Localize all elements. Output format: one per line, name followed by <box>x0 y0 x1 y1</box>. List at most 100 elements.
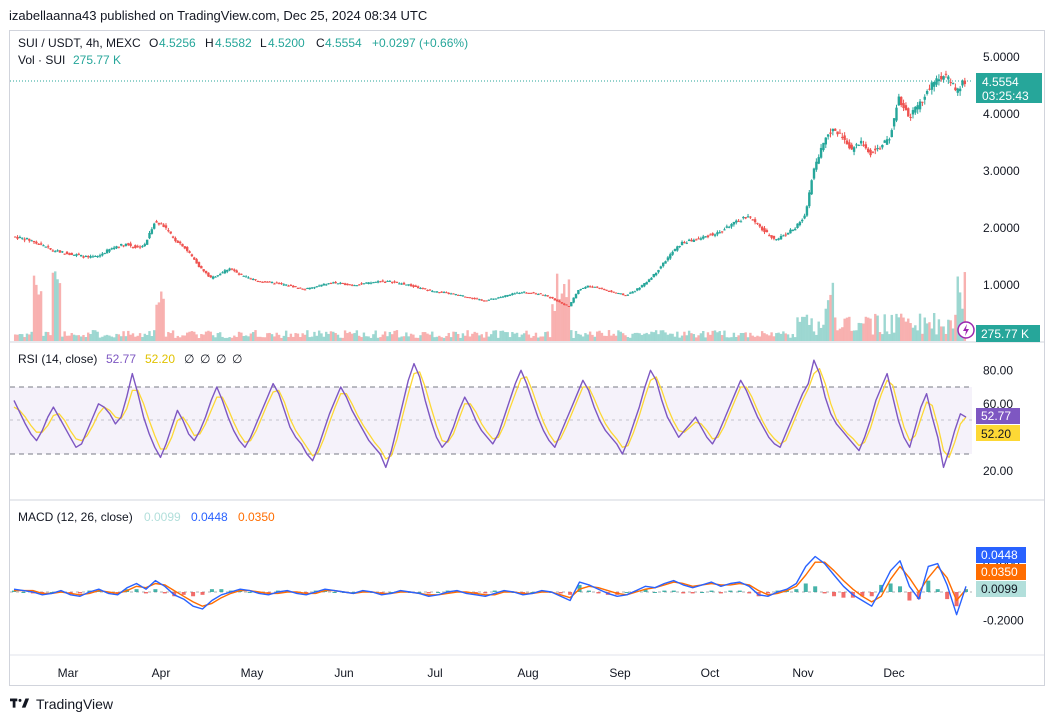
candle-body <box>735 220 738 223</box>
candle-body <box>13 236 17 238</box>
volume-bar <box>768 335 771 341</box>
candle-body <box>18 236 22 239</box>
candle-body <box>209 275 212 278</box>
macd-label[interactable]: MACD (12, 26, close) <box>18 510 133 524</box>
candle-body <box>108 249 111 252</box>
candle-body <box>826 134 830 137</box>
rsi-label[interactable]: RSI (14, close) <box>18 352 97 366</box>
candle-body <box>546 295 549 297</box>
candle-body <box>904 105 908 111</box>
volume-bar <box>718 331 721 341</box>
symbol-label[interactable]: SUI / USDT, 4h, MEXC <box>18 36 141 50</box>
volume-bar <box>171 330 175 341</box>
volume-bar <box>358 335 361 341</box>
volume-bar <box>551 304 554 341</box>
macd-signal-value: 0.0350 <box>238 510 275 524</box>
candle-body <box>112 247 116 249</box>
candle-body <box>607 290 611 292</box>
candle-body <box>294 286 297 288</box>
candle-body <box>586 285 589 288</box>
candle-body <box>167 230 170 232</box>
candle-body <box>440 291 443 293</box>
candle-body <box>193 257 196 260</box>
candle-body <box>310 287 314 289</box>
candle-body <box>902 103 905 109</box>
candle-body <box>218 274 222 276</box>
candle-body <box>207 272 210 277</box>
volume-bar <box>112 337 116 341</box>
footer-brand[interactable]: TradingView <box>10 696 113 712</box>
volume-bar <box>18 334 22 341</box>
volume-label[interactable]: Vol · SUI <box>18 53 65 67</box>
volume-bar <box>904 321 908 341</box>
candle-body <box>829 132 832 134</box>
volume-bar <box>567 279 571 341</box>
volume-bar <box>237 331 241 341</box>
candle-body <box>513 293 516 295</box>
candle-body <box>233 269 236 271</box>
rsi-extra-1: ∅ <box>184 352 194 366</box>
candle-body <box>44 246 48 248</box>
macd-hist-badge-value: 0.0099 <box>981 582 1018 596</box>
candle-body <box>673 249 677 252</box>
candle-body <box>68 253 71 255</box>
volume-bar <box>515 332 519 341</box>
volume-bar <box>572 337 575 341</box>
candle-body <box>567 305 571 307</box>
rsi-tick-label: 60.00 <box>983 397 1013 411</box>
volume-bar <box>256 336 260 341</box>
candle-body <box>793 228 797 231</box>
candle-body <box>343 283 347 285</box>
candle-body <box>897 96 901 106</box>
candle-body <box>702 236 705 239</box>
volume-bar <box>350 333 354 341</box>
rsi-extra-2: ∅ <box>200 352 210 366</box>
volume-bar <box>801 316 804 341</box>
candle-body <box>37 243 40 245</box>
volume-bar <box>888 334 891 341</box>
candle-body <box>454 294 458 296</box>
volume-bar <box>793 337 797 341</box>
volume-bar <box>482 337 486 341</box>
volume-bar <box>376 337 380 341</box>
macd-hist-bar <box>662 590 667 592</box>
candle-body <box>134 245 137 249</box>
candle-body <box>661 262 665 267</box>
volume-bar <box>758 336 762 341</box>
volume-bar <box>310 336 314 341</box>
candle-body <box>942 76 945 80</box>
volume-bar <box>294 333 297 341</box>
candle-body <box>56 250 59 252</box>
volume-bar <box>84 337 88 341</box>
volume-bar <box>72 334 76 341</box>
volume-bar <box>334 333 337 341</box>
volume-bar <box>459 337 462 341</box>
candle-body <box>487 299 491 301</box>
candle-body <box>624 295 627 297</box>
candle-body <box>963 80 967 85</box>
candle-body <box>593 286 597 288</box>
macd-hist-bar <box>191 592 196 597</box>
volume-bar <box>381 334 384 341</box>
volume-bar <box>207 330 210 341</box>
candle-body <box>456 294 460 296</box>
volume-bar <box>402 336 406 341</box>
candle-body <box>506 294 509 297</box>
candle-body <box>558 300 561 303</box>
candle-body <box>621 293 625 296</box>
volume-bar <box>657 334 660 341</box>
candle-body <box>251 278 255 280</box>
candle-body <box>117 246 121 248</box>
candle-body <box>772 236 776 239</box>
low-label: L <box>260 36 267 50</box>
candle-body <box>777 238 780 240</box>
chart-frame <box>9 30 1045 686</box>
candle-body <box>739 221 743 223</box>
macd-hist-bar <box>558 592 563 594</box>
volume-bar <box>454 331 458 341</box>
volume-bar <box>353 333 356 341</box>
volume-bar <box>277 334 281 341</box>
candle-body <box>640 285 644 288</box>
candle-body <box>871 151 875 153</box>
